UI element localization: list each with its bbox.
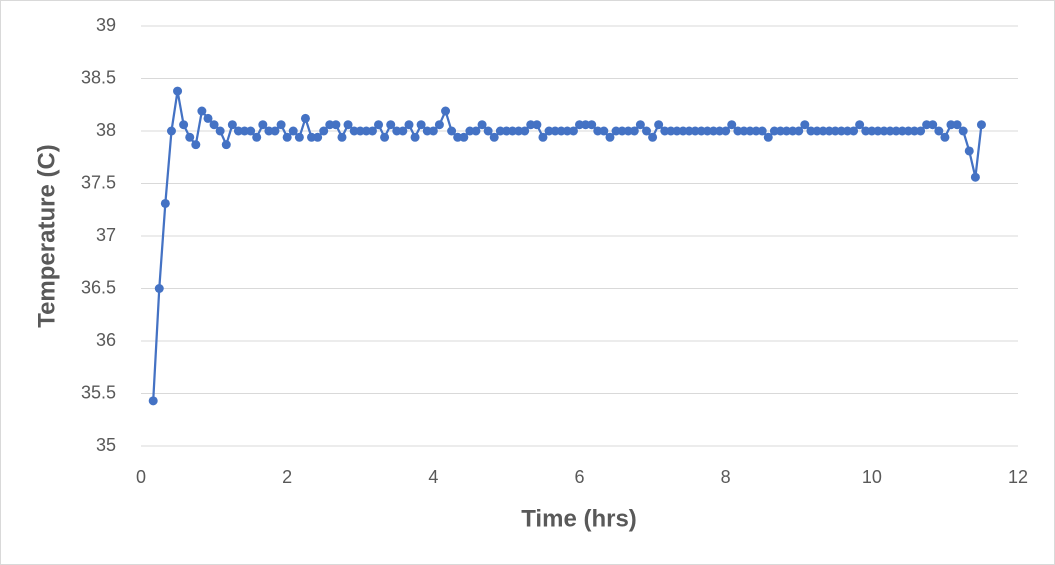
x-tick-label: 6 bbox=[574, 467, 584, 487]
data-point bbox=[952, 120, 962, 130]
data-point bbox=[398, 126, 408, 136]
data-point bbox=[215, 126, 225, 136]
data-point bbox=[763, 132, 773, 142]
data-point bbox=[209, 120, 219, 130]
data-point bbox=[300, 113, 310, 123]
x-tick-label: 4 bbox=[428, 467, 438, 487]
y-tick-label: 38 bbox=[96, 120, 116, 140]
data-point bbox=[477, 120, 487, 130]
data-point bbox=[447, 126, 457, 136]
y-tick-label: 38.5 bbox=[81, 67, 116, 87]
data-point bbox=[958, 126, 968, 136]
data-point bbox=[282, 132, 292, 142]
data-point bbox=[428, 126, 438, 136]
data-point bbox=[800, 120, 810, 130]
data-point bbox=[270, 126, 280, 136]
data-point bbox=[410, 132, 420, 142]
x-tick-label: 8 bbox=[721, 467, 731, 487]
data-point bbox=[276, 120, 286, 130]
data-point bbox=[197, 106, 207, 116]
data-point bbox=[970, 172, 980, 182]
data-point bbox=[246, 126, 256, 136]
data-point bbox=[374, 120, 384, 130]
data-point bbox=[221, 140, 231, 150]
data-point bbox=[386, 120, 396, 130]
y-tick-label: 35 bbox=[96, 435, 116, 455]
data-point bbox=[227, 120, 237, 130]
data-point bbox=[635, 120, 645, 130]
data-point bbox=[599, 126, 609, 136]
data-point bbox=[294, 132, 304, 142]
y-tick-label: 35.5 bbox=[81, 382, 116, 402]
data-point bbox=[489, 132, 499, 142]
data-point bbox=[252, 132, 262, 142]
data-point bbox=[721, 126, 731, 136]
data-point bbox=[288, 126, 298, 136]
data-point bbox=[441, 106, 451, 116]
y-axis-title: Temperature (C) bbox=[33, 144, 60, 328]
data-point bbox=[471, 126, 481, 136]
data-point bbox=[313, 132, 323, 142]
data-point bbox=[404, 120, 414, 130]
data-point bbox=[148, 396, 158, 406]
x-axis-title: Time (hrs) bbox=[521, 505, 637, 532]
y-tick-label: 36.5 bbox=[81, 277, 116, 297]
x-tick-label: 2 bbox=[282, 467, 292, 487]
data-point bbox=[367, 126, 377, 136]
data-point bbox=[849, 126, 859, 136]
data-point bbox=[916, 126, 926, 136]
plot-area bbox=[148, 86, 986, 406]
data-point bbox=[568, 126, 578, 136]
data-point bbox=[520, 126, 530, 136]
x-tick-label: 0 bbox=[136, 467, 146, 487]
data-point bbox=[648, 132, 658, 142]
data-point bbox=[794, 126, 804, 136]
data-point bbox=[434, 120, 444, 130]
data-point bbox=[605, 132, 615, 142]
y-tick-label: 37.5 bbox=[81, 172, 116, 192]
data-point bbox=[416, 120, 426, 130]
data-point bbox=[538, 132, 548, 142]
data-point bbox=[166, 126, 176, 136]
data-point bbox=[940, 132, 950, 142]
data-point bbox=[976, 120, 986, 130]
data-point bbox=[154, 284, 164, 293]
data-point bbox=[160, 198, 170, 208]
data-point bbox=[757, 126, 767, 136]
data-point bbox=[191, 140, 201, 150]
x-tick-label: 10 bbox=[862, 467, 882, 487]
data-point bbox=[343, 120, 353, 130]
y-tick-label: 39 bbox=[96, 15, 116, 35]
data-point bbox=[380, 132, 390, 142]
data-point bbox=[337, 132, 347, 142]
data-point bbox=[185, 132, 195, 142]
data-point bbox=[934, 126, 944, 136]
data-point bbox=[319, 126, 329, 136]
data-point bbox=[654, 120, 664, 130]
data-point bbox=[173, 86, 183, 96]
data-point bbox=[258, 120, 268, 130]
data-point bbox=[483, 126, 493, 136]
data-point bbox=[964, 146, 974, 156]
data-point bbox=[203, 113, 213, 123]
data-point bbox=[587, 120, 597, 130]
data-point bbox=[727, 120, 737, 130]
data-point bbox=[629, 126, 639, 136]
data-point bbox=[459, 132, 469, 142]
data-point bbox=[642, 126, 652, 136]
data-point bbox=[928, 120, 938, 130]
data-point bbox=[331, 120, 341, 130]
data-point bbox=[179, 120, 189, 130]
y-tick-label: 37 bbox=[96, 225, 116, 245]
data-point bbox=[855, 120, 865, 130]
data-point bbox=[532, 120, 542, 130]
y-tick-label: 36 bbox=[96, 330, 116, 350]
x-tick-label: 12 bbox=[1008, 467, 1028, 487]
